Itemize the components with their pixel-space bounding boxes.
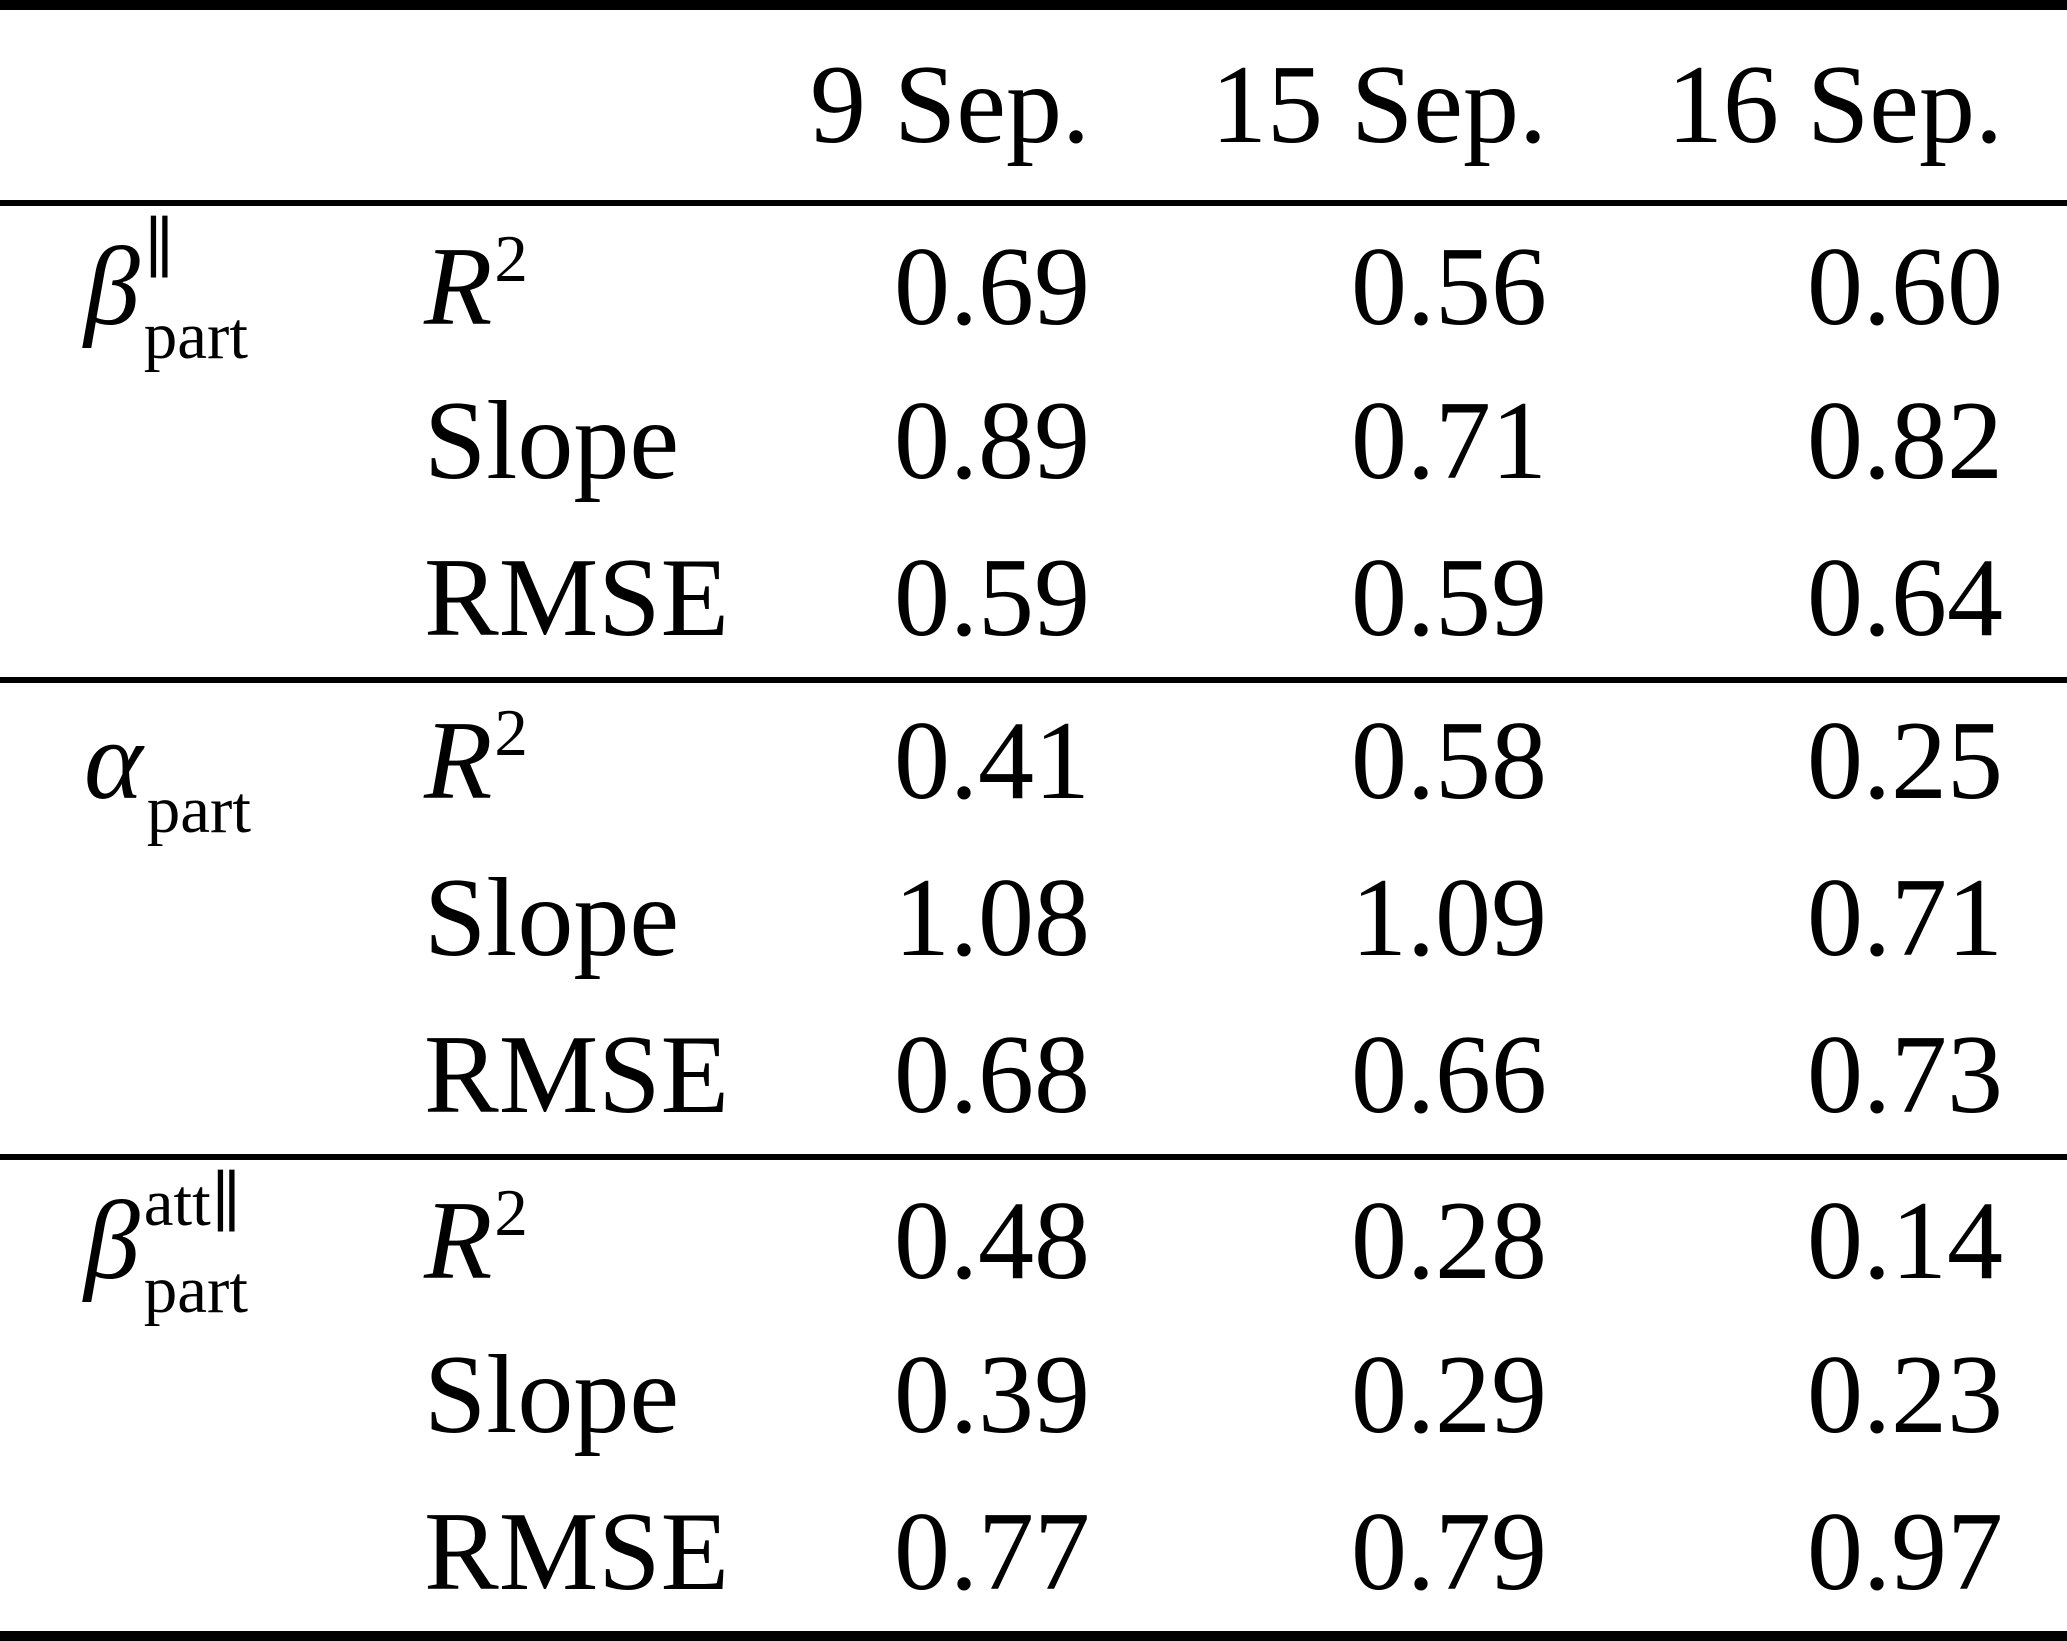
table-cell: 0.97	[1807, 1490, 2003, 1614]
table-cell: 0.39	[894, 1333, 1090, 1457]
table-cell: 0.68	[894, 1013, 1090, 1137]
param-superscript: ∥	[143, 212, 175, 286]
greek-letter-beta: β	[84, 1179, 140, 1303]
column-header-16-sep: 16 Sep.	[1667, 43, 2003, 167]
param-subscript: part	[143, 1253, 248, 1327]
table-cell: 0.59	[1351, 536, 1547, 660]
table-cell: 0.28	[1351, 1179, 1547, 1303]
param-symbol: α part	[0, 683, 410, 854]
bottom-rule	[0, 1631, 2067, 1641]
header-rule	[0, 200, 2067, 206]
greek-letter-alpha: α	[84, 699, 143, 823]
table-row: Slope 0.39 0.29 0.23	[0, 1317, 2067, 1474]
top-rule	[0, 0, 2067, 10]
table-cell: 0.89	[894, 379, 1090, 503]
metric-superscript: 2	[494, 222, 528, 296]
table-cell: 0.64	[1807, 536, 2003, 660]
table-cell: 0.25	[1807, 699, 2003, 823]
param-scripts: att∥ part	[144, 1160, 248, 1334]
table-cell: 0.29	[1351, 1333, 1547, 1457]
table-cell: 0.23	[1807, 1333, 2003, 1457]
metric-superscript: 2	[494, 1176, 528, 1250]
table-row: Slope 0.89 0.71 0.82	[0, 363, 2067, 520]
metric-label-slope: Slope	[424, 1333, 680, 1457]
table-cell: 0.82	[1807, 379, 2003, 503]
param-superscript: att∥	[143, 1166, 242, 1240]
column-header-15-sep: 15 Sep.	[1211, 43, 1547, 167]
metric-superscript: 2	[494, 696, 528, 770]
table-cell: 0.79	[1351, 1490, 1547, 1614]
param-scripts: part	[147, 767, 251, 854]
table-cell: 1.09	[1351, 856, 1547, 980]
metric-label-rmse: RMSE	[424, 1013, 729, 1137]
table-row: α part R2 0.41 0.58 0.25	[0, 683, 2067, 847]
group-separator-rule	[0, 1154, 2067, 1160]
param-subscript: part	[143, 299, 248, 373]
table-group-beta-part: β ∥ part R2 0.69 0.56 0.60 Slope 0.89 0.71…	[0, 206, 2067, 677]
greek-letter-beta: β	[84, 225, 140, 349]
table-header-row: 9 Sep. 15 Sep. 16 Sep.	[0, 10, 2067, 200]
metric-label-slope: Slope	[424, 856, 680, 980]
table-cell: 0.66	[1351, 1013, 1547, 1137]
metric-label-r2: R2	[424, 222, 528, 349]
table-cell: 0.69	[894, 225, 1090, 349]
table-row: β ∥ part R2 0.69 0.56 0.60	[0, 206, 2067, 373]
metric-label-rmse: RMSE	[424, 1490, 729, 1614]
table-cell: 1.08	[894, 856, 1090, 980]
table-row: β att∥ part R2 0.48 0.28 0.14	[0, 1160, 2067, 1327]
table-row: RMSE 0.68 0.66 0.73	[0, 997, 2067, 1154]
metric-label-r2: R2	[424, 696, 528, 823]
table-cell: 0.71	[1351, 379, 1547, 503]
table-cell: 0.59	[894, 536, 1090, 660]
param-symbol: β att∥ part	[0, 1160, 410, 1334]
table-row: Slope 1.08 1.09 0.71	[0, 840, 2067, 997]
table-row: RMSE 0.59 0.59 0.64	[0, 520, 2067, 677]
param-subscript: part	[146, 773, 251, 847]
metric-label-r2: R2	[424, 1176, 528, 1303]
header-empty-metric	[410, 10, 720, 200]
table-cell: 0.60	[1807, 225, 2003, 349]
table-cell: 0.41	[894, 699, 1090, 823]
table-cell: 0.56	[1351, 225, 1547, 349]
table-cell: 0.48	[894, 1179, 1090, 1303]
table-cell: 0.73	[1807, 1013, 2003, 1137]
group-separator-rule	[0, 677, 2067, 683]
param-scripts: ∥ part	[144, 206, 248, 380]
metric-label-slope: Slope	[424, 379, 680, 503]
column-header-9-sep: 9 Sep.	[810, 43, 1090, 167]
table-cell: 0.14	[1807, 1179, 2003, 1303]
table-row: RMSE 0.77 0.79 0.97	[0, 1474, 2067, 1631]
param-symbol: β ∥ part	[0, 206, 410, 380]
header-empty-param	[0, 10, 410, 200]
table-group-beta-att-part: β att∥ part R2 0.48 0.28 0.14 Slope 0.39 0…	[0, 1160, 2067, 1631]
metric-label-rmse: RMSE	[424, 536, 729, 660]
table-group-alpha-part: α part R2 0.41 0.58 0.25 Slope 1.08 1.09 …	[0, 683, 2067, 1154]
table-cell: 0.71	[1807, 856, 2003, 980]
table-cell: 0.77	[894, 1490, 1090, 1614]
table-cell: 0.58	[1351, 699, 1547, 823]
